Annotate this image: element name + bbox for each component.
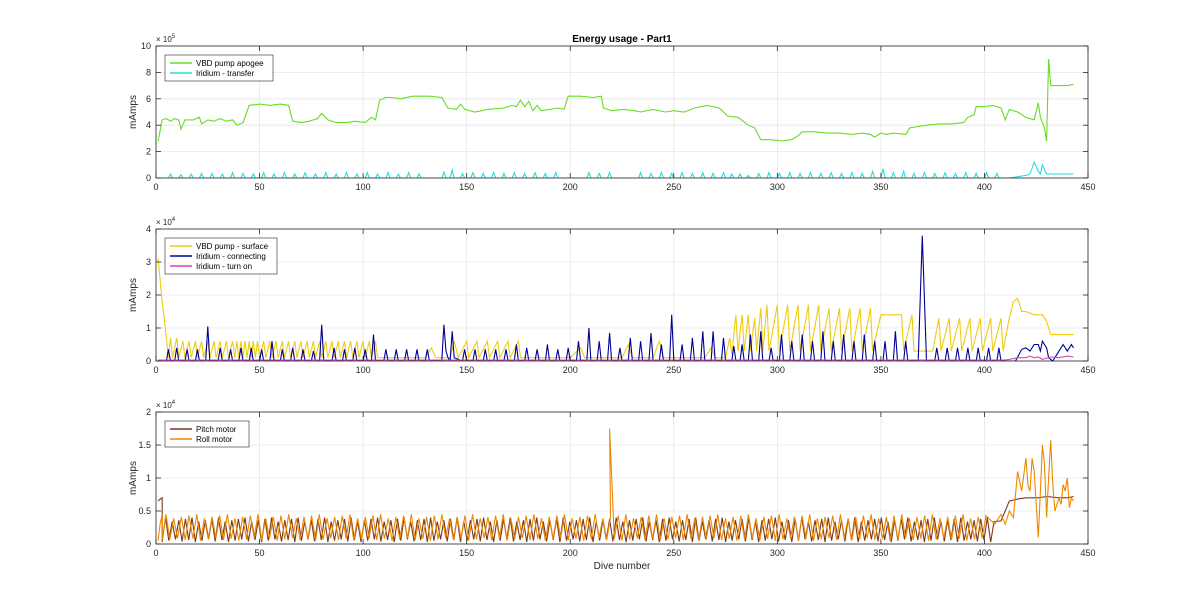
legend-label: Iridium - connecting xyxy=(196,252,266,261)
axis-exponent-power: 5 xyxy=(172,34,176,40)
x-tick-label: 150 xyxy=(459,182,474,192)
axis-exponent-power: 4 xyxy=(172,217,176,223)
series-line xyxy=(157,258,1074,360)
y-axis-label: mAmps xyxy=(128,278,139,312)
y-tick-label: 3 xyxy=(146,257,151,267)
y-tick-label: 4 xyxy=(146,224,151,234)
x-tick-label: 50 xyxy=(255,548,265,558)
x-tick-label: 350 xyxy=(873,182,888,192)
y-tick-label: 2 xyxy=(146,290,151,300)
series-line xyxy=(157,59,1074,142)
y-tick-label: 2 xyxy=(146,407,151,417)
chart-panel-3: 0 50 100 150 200 250 300 350 400 450 0 0.5 1 1.5 2 × 10… xyxy=(128,400,1096,572)
series-line xyxy=(158,355,1074,361)
x-tick-label: 100 xyxy=(356,548,371,558)
x-tick-label: 200 xyxy=(563,182,578,192)
x-tick-label: 450 xyxy=(1080,365,1095,375)
y-tick-label: 4 xyxy=(146,120,151,130)
x-tick-label: 350 xyxy=(873,365,888,375)
y-tick-label: 1.5 xyxy=(138,440,151,450)
axis-exponent: × 104 xyxy=(156,400,176,410)
legend-label: VBD pump - surface xyxy=(196,242,269,251)
x-tick-label: 0 xyxy=(153,548,158,558)
y-axis-label: mAmps xyxy=(128,95,139,129)
chart-title: Energy usage - Part1 xyxy=(572,34,672,45)
legend-box xyxy=(164,420,250,448)
axes-box xyxy=(155,45,1089,179)
plot-area xyxy=(156,46,1088,178)
x-tick-label: 200 xyxy=(563,548,578,558)
x-tick-label: 350 xyxy=(873,548,888,558)
x-tick-label: 300 xyxy=(770,548,785,558)
x-tick-label: 450 xyxy=(1080,182,1095,192)
legend-label: Roll motor xyxy=(196,435,233,444)
x-tick-label: 400 xyxy=(977,548,992,558)
series-line xyxy=(157,495,1074,543)
chart-panel-1: 0 50 100 150 200 250 300 350 400 450 0 2 4 6 8 10 × 105 m… xyxy=(128,34,1096,192)
x-tick-label: 50 xyxy=(255,365,265,375)
legend-label: Iridium - turn on xyxy=(196,262,252,271)
x-tick-label: 250 xyxy=(666,182,681,192)
x-tick-label: 150 xyxy=(459,548,474,558)
x-tick-label: 100 xyxy=(356,365,371,375)
y-tick-label: 0 xyxy=(146,356,151,366)
series-line xyxy=(165,235,1074,361)
x-tick-label: 0 xyxy=(153,365,158,375)
y-tick-label: 6 xyxy=(146,94,151,104)
x-tick-label: 150 xyxy=(459,365,474,375)
y-axis-label: mAmps xyxy=(128,461,139,495)
legend-box xyxy=(164,54,274,82)
x-tick-label: 200 xyxy=(563,365,578,375)
y-tick-label: 0 xyxy=(146,539,151,549)
x-tick-label: 400 xyxy=(977,365,992,375)
series-line xyxy=(167,160,1074,178)
x-tick-label: 450 xyxy=(1080,548,1095,558)
legend-label: Pitch motor xyxy=(196,425,237,434)
y-tick-label: 1 xyxy=(146,473,151,483)
series-line xyxy=(157,428,1074,541)
x-tick-label: 300 xyxy=(770,365,785,375)
y-tick-label: 8 xyxy=(146,67,151,77)
x-axis-label: Dive number xyxy=(594,561,651,572)
axis-exponent-power: 4 xyxy=(172,400,176,406)
x-tick-label: 250 xyxy=(666,548,681,558)
y-tick-label: 0 xyxy=(146,173,151,183)
y-tick-label: 1 xyxy=(146,323,151,333)
y-tick-label: 2 xyxy=(146,147,151,157)
x-tick-label: 100 xyxy=(356,182,371,192)
x-tick-label: 250 xyxy=(666,365,681,375)
legend-label: Iridium - transfer xyxy=(196,69,255,78)
x-tick-label: 0 xyxy=(153,182,158,192)
axis-exponent: × 104 xyxy=(156,217,176,227)
axis-exponent: × 105 xyxy=(156,34,176,44)
legend-label: VBD pump apogee xyxy=(196,59,264,68)
y-tick-label: 10 xyxy=(141,41,151,51)
x-tick-label: 300 xyxy=(770,182,785,192)
x-tick-label: 50 xyxy=(255,182,265,192)
x-tick-label: 400 xyxy=(977,182,992,192)
y-tick-label: 0.5 xyxy=(138,506,151,516)
